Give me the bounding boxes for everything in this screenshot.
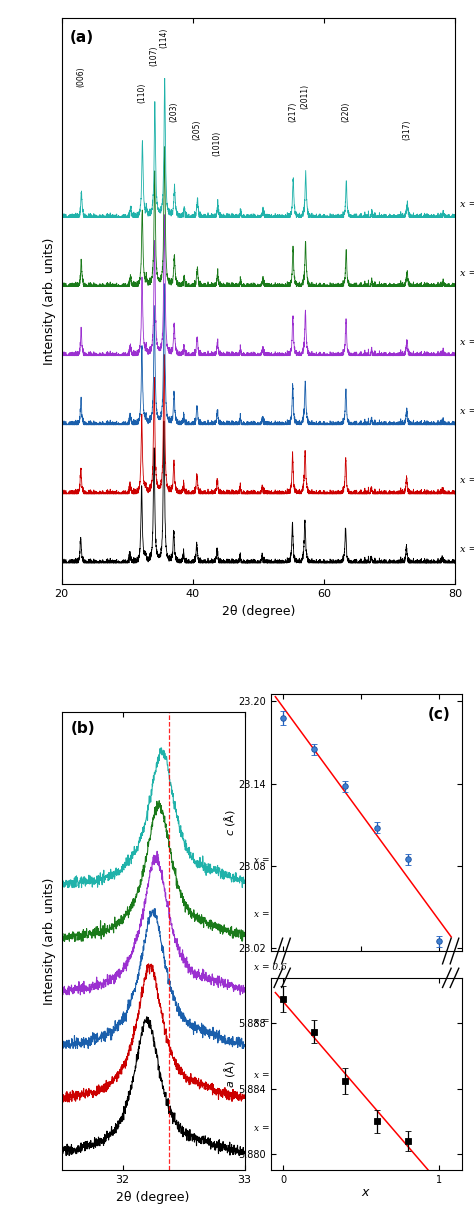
Text: (317): (317) [402, 119, 411, 140]
Text: x = 1: x = 1 [460, 200, 474, 208]
X-axis label: 2θ (degree): 2θ (degree) [117, 1191, 190, 1203]
Text: (c): (c) [428, 707, 450, 723]
Text: (006): (006) [76, 67, 85, 88]
Text: (1010): (1010) [212, 132, 221, 156]
Text: x = 0.4: x = 0.4 [255, 1017, 287, 1026]
Text: (2011): (2011) [301, 83, 310, 108]
Text: (217): (217) [288, 101, 297, 122]
X-axis label: 2θ (degree): 2θ (degree) [222, 605, 295, 618]
Text: x = 0.2: x = 0.2 [255, 1070, 287, 1080]
Y-axis label: $a$ (Å): $a$ (Å) [222, 1061, 237, 1087]
Y-axis label: Intensity (arb. units): Intensity (arb. units) [43, 878, 56, 1004]
Text: x = 0.2: x = 0.2 [460, 477, 474, 485]
X-axis label: $x$: $x$ [362, 1186, 371, 1199]
Text: x = 0: x = 0 [460, 545, 474, 555]
Text: (107): (107) [150, 45, 159, 66]
Text: x = 0.6: x = 0.6 [255, 963, 287, 973]
Text: (a): (a) [70, 29, 93, 45]
Text: (114): (114) [159, 27, 168, 48]
Text: x = 0.4: x = 0.4 [460, 407, 474, 416]
Text: (220): (220) [341, 101, 350, 122]
Text: x = 0: x = 0 [255, 1124, 279, 1134]
Text: (110): (110) [137, 83, 146, 104]
Y-axis label: $c$ (Å): $c$ (Å) [222, 809, 237, 836]
Y-axis label: Intensity (arb. units): Intensity (arb. units) [43, 238, 56, 364]
Text: (205): (205) [192, 119, 201, 140]
Text: x = 0.8: x = 0.8 [460, 269, 474, 278]
Text: (b): (b) [71, 722, 95, 736]
Text: (203): (203) [169, 101, 178, 122]
Text: x = 1: x = 1 [255, 856, 279, 865]
Text: x = 0.8: x = 0.8 [255, 909, 287, 919]
Text: x = 0.6: x = 0.6 [460, 338, 474, 347]
